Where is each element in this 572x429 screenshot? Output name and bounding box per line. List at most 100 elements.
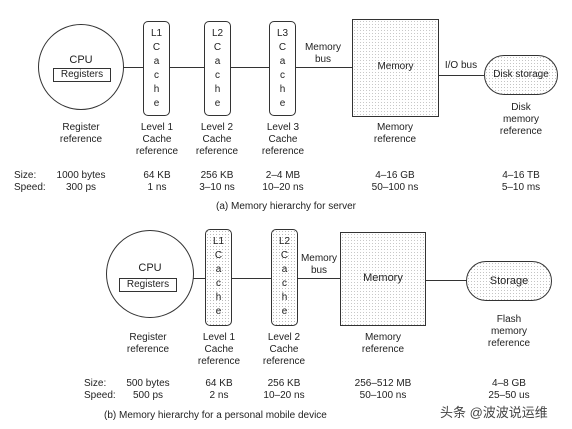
ref-disk-line-2: memory [502, 114, 540, 125]
size-l1-mobile: 64 KB [205, 378, 233, 389]
ref-memory-line-2: reference [373, 134, 417, 145]
l2-cache-text-4: c [215, 70, 220, 81]
l3-cache-text-6: e [279, 98, 286, 109]
disk-storage-label: Disk storage [493, 69, 549, 80]
cpu-label: CPU [69, 54, 93, 66]
registers-box: Registers [53, 68, 111, 82]
size-registers: 1000 bytes [56, 170, 106, 181]
l2-cache-text-3: a [214, 56, 221, 67]
ref-l3-line-3: reference [261, 146, 305, 157]
size-l1: 64 KB [143, 170, 171, 181]
ref-l1-mobile-line-2: Cache [204, 344, 234, 355]
l2-cache-mobile-text-6: e [281, 306, 288, 317]
ref-l3-line-2: Cache [268, 134, 298, 145]
size-label-mobile: Size: [84, 378, 107, 389]
l3-cache-text-2: C [278, 42, 287, 53]
ref-flash-mobile-line-2: memory [490, 326, 528, 337]
link-l1-l2-mobile [231, 278, 272, 279]
l3-cache-text-4: c [280, 70, 285, 81]
size-memory: 4–16 GB [375, 170, 415, 181]
l2-cache-mobile-text-2: C [280, 250, 289, 261]
ref-disk-line-1: Disk [511, 102, 531, 113]
link-cpu-l1-mobile [190, 278, 206, 279]
size-label: Size: [14, 170, 37, 181]
l3-cache-text-3: a [279, 56, 286, 67]
cpu-circle-mobile [106, 230, 194, 318]
l2-cache-mobile: L2 C a c h e [271, 229, 298, 326]
l1-cache-mobile-text-1: L1 [212, 236, 225, 247]
l2-cache-mobile-text-1: L2 [278, 236, 291, 247]
speed-l2-mobile: 10–20 ns [263, 390, 305, 401]
l2-cache-mobile-text-5: h [281, 292, 288, 303]
l3-cache-text-5: h [279, 84, 286, 95]
link-memory-storage-mobile [425, 280, 467, 281]
speed-l1-mobile: 2 ns [209, 390, 229, 401]
ref-register-line-2: reference [59, 134, 103, 145]
l2-cache-mobile-text-3: a [281, 264, 288, 275]
memory-block [352, 19, 439, 117]
l1-cache-text-1: L1 [150, 28, 163, 39]
ref-register-mobile-line-2: reference [126, 344, 170, 355]
l2-cache: L2 C a c h e [204, 21, 231, 116]
ref-l3: Level 3 Cache reference [252, 122, 314, 158]
watermark: 头条 @波波说运维 [440, 405, 548, 420]
ref-flash-mobile: Flash memory reference [474, 314, 544, 350]
l1-cache-mobile: L1 C a c h e [205, 229, 232, 326]
l2-cache-text-2: C [213, 42, 222, 53]
speed-flash-mobile: 25–50 us [488, 390, 530, 401]
l2-cache-mobile-text-4: c [282, 278, 287, 289]
ref-l2: Level 2 Cache reference [186, 122, 248, 158]
ref-l3-line-1: Level 3 [266, 122, 300, 133]
ref-memory-mobile: Memory reference [346, 332, 420, 356]
cpu-circle [38, 24, 124, 110]
ref-disk-line-3: reference [499, 126, 543, 137]
mobile-caption: (b) Memory hierarchy for a personal mobi… [104, 410, 327, 421]
memory-bus-label-mobile-2: bus [310, 265, 328, 276]
l2-cache-text-1: L2 [211, 28, 224, 39]
l1-cache-mobile-text-6: e [215, 306, 222, 317]
speed-registers: 300 ps [65, 182, 97, 193]
ref-l1-mobile-line-3: reference [197, 356, 241, 367]
l2-cache-text-6: e [214, 98, 221, 109]
cpu-label-mobile: CPU [138, 262, 162, 274]
link-memory-disk [438, 75, 484, 76]
ref-l1-mobile-line-1: Level 1 [202, 332, 236, 343]
speed-l1: 1 ns [147, 182, 167, 193]
ref-l2-line-1: Level 2 [200, 122, 234, 133]
l1-cache-text-6: e [153, 98, 160, 109]
link-l2-l3 [230, 67, 270, 68]
ref-flash-mobile-line-1: Flash [496, 314, 522, 325]
l1-cache: L1 C a c h e [143, 21, 170, 116]
l2-cache-text-5: h [214, 84, 221, 95]
disk-storage [484, 55, 558, 95]
l1-cache-mobile-text-2: C [214, 250, 223, 261]
ref-l1-line-2: Cache [142, 134, 172, 145]
registers-box-mobile: Registers [119, 278, 177, 292]
ref-memory-mobile-line-1: Memory [364, 332, 402, 343]
ref-memory: Memory reference [358, 122, 432, 146]
storage-mobile [466, 261, 552, 301]
ref-l1: Level 1 Cache reference [126, 122, 188, 158]
ref-register: Register reference [46, 122, 116, 146]
size-memory-mobile: 256–512 MB [354, 378, 412, 389]
memory-bus-label-mobile-1: Memory [300, 253, 338, 264]
size-disk: 4–16 TB [502, 170, 540, 181]
link-l1-l2 [170, 67, 204, 68]
ref-l1-line-1: Level 1 [140, 122, 174, 133]
ref-register-mobile-line-1: Register [129, 332, 167, 343]
ref-l2-mobile: Level 2 Cache reference [253, 332, 315, 368]
ref-flash-mobile-line-3: reference [487, 338, 531, 349]
memory-block-mobile [340, 232, 426, 326]
l3-cache-text-1: L3 [276, 28, 289, 39]
storage-label-mobile: Storage [489, 275, 529, 287]
l1-cache-mobile-text-4: c [216, 278, 221, 289]
ref-l2-line-2: Cache [202, 134, 232, 145]
ref-memory-mobile-line-2: reference [361, 344, 405, 355]
memory-bus-label-2: bus [314, 54, 332, 65]
speed-label-mobile: Speed: [84, 390, 116, 401]
ref-l2-line-3: reference [195, 146, 239, 157]
ref-disk: Disk memory reference [486, 102, 556, 138]
size-l3: 2–4 MB [265, 170, 301, 181]
memory-label: Memory [377, 61, 414, 72]
size-flash-mobile: 4–8 GB [492, 378, 526, 389]
